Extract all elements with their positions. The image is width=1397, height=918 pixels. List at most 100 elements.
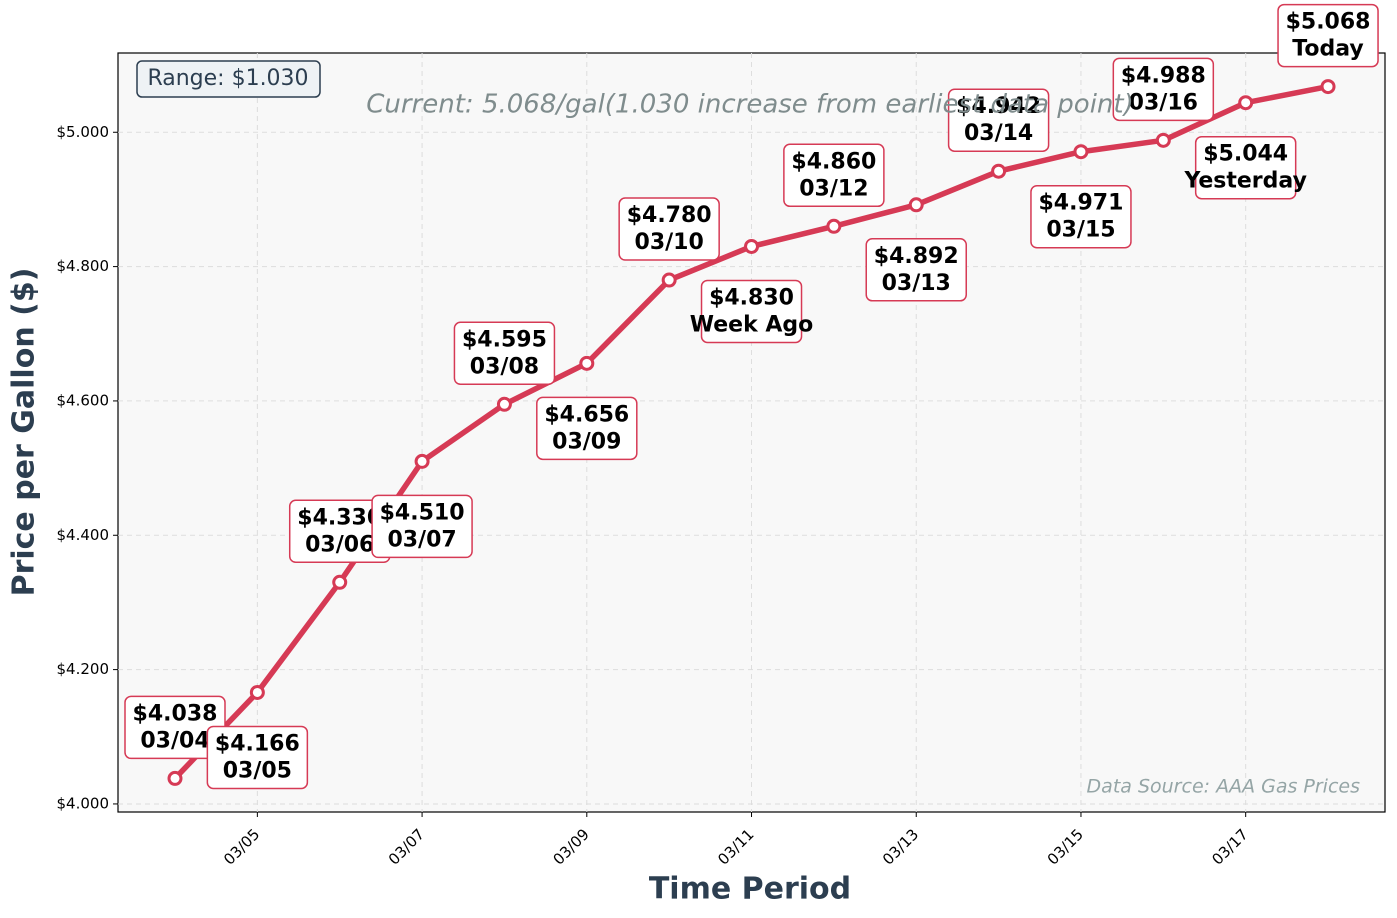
label-text: $4.942 03/14 bbox=[956, 94, 1041, 146]
label-text: $4.595 03/08 bbox=[462, 327, 547, 379]
data-label: $4.330 03/06 bbox=[288, 499, 391, 564]
label-box bbox=[206, 725, 309, 790]
data-label: $4.971 03/15 bbox=[1030, 184, 1132, 249]
value-label: $4.656 bbox=[544, 402, 629, 427]
point-label: 03/16 bbox=[1129, 90, 1198, 115]
label-text: $4.892 03/13 bbox=[874, 244, 959, 296]
data-label: $4.780 03/10 bbox=[618, 197, 720, 261]
y-tick-label: $4.200 bbox=[57, 660, 110, 678]
point-marker bbox=[661, 272, 677, 288]
value-label: $4.510 bbox=[380, 500, 465, 525]
point-label: Yesterday bbox=[1183, 169, 1306, 194]
label-text: $4.971 03/15 bbox=[1039, 191, 1124, 243]
point-marker bbox=[1073, 144, 1089, 160]
label-box bbox=[536, 396, 638, 461]
value-label: $4.942 bbox=[956, 94, 1041, 119]
point-marker bbox=[826, 218, 842, 234]
data-label: $4.830 Week Ago bbox=[690, 279, 814, 344]
value-label: $5.068 bbox=[1286, 10, 1371, 35]
value-label: $4.860 bbox=[791, 149, 876, 174]
value-label: $4.780 bbox=[627, 203, 712, 228]
point-label: 03/10 bbox=[635, 230, 704, 255]
data-label: $5.044 Yesterday bbox=[1183, 135, 1307, 200]
value-label: $4.038 bbox=[133, 701, 218, 726]
label-box bbox=[453, 321, 556, 386]
label-text: $4.988 03/16 bbox=[1121, 63, 1206, 115]
point-label: 03/07 bbox=[387, 527, 456, 552]
label-text: $4.830 Week Ago bbox=[690, 285, 814, 337]
label-box bbox=[1112, 57, 1215, 122]
label-box bbox=[783, 143, 885, 208]
label-box bbox=[947, 88, 1050, 152]
value-label: $5.044 bbox=[1203, 142, 1288, 167]
label-text: $4.656 03/09 bbox=[544, 402, 629, 454]
point-marker bbox=[332, 574, 348, 590]
label-text: $5.068 Today bbox=[1286, 10, 1371, 62]
value-label: $4.330 bbox=[297, 505, 382, 530]
label-box bbox=[700, 279, 803, 344]
y-axis-title: Price per Gallon ($) bbox=[7, 268, 42, 597]
label-text: $4.166 03/05 bbox=[215, 731, 300, 783]
label-box bbox=[371, 494, 473, 559]
point-label: 03/08 bbox=[470, 354, 539, 379]
value-label: $4.892 bbox=[874, 244, 959, 269]
y-tick-label: $4.800 bbox=[57, 257, 110, 275]
x-tick-label: 03/07 bbox=[385, 825, 428, 868]
x-tick-label: 03/11 bbox=[714, 825, 757, 868]
x-tick-label: 03/05 bbox=[220, 825, 263, 868]
y-tick-label: $4.400 bbox=[57, 526, 110, 544]
x-tick-label: 03/13 bbox=[879, 825, 922, 868]
label-box bbox=[618, 197, 720, 261]
annotation: Current: 5.068/gal(1.030 increase from e… bbox=[366, 90, 1134, 120]
range-label: Range: $1.030 bbox=[147, 66, 308, 91]
point-label: 03/09 bbox=[552, 429, 621, 454]
data-label: $4.656 03/09 bbox=[536, 396, 638, 461]
point-label: 03/13 bbox=[882, 271, 951, 296]
value-label: $4.166 bbox=[215, 731, 300, 756]
data-label: $4.510 03/07 bbox=[371, 494, 473, 559]
y-tick-label: $4.000 bbox=[57, 794, 110, 812]
point-label: Week Ago bbox=[690, 312, 814, 337]
label-text: $4.780 03/10 bbox=[627, 203, 712, 255]
y-tick-label: $4.600 bbox=[57, 391, 110, 409]
point-marker bbox=[1320, 79, 1336, 95]
data-label: $4.942 03/14 bbox=[947, 88, 1050, 152]
point-label: 03/05 bbox=[223, 758, 292, 783]
data-label: $4.860 03/12 bbox=[783, 143, 885, 208]
point-marker bbox=[744, 238, 760, 254]
range-box bbox=[136, 60, 321, 98]
label-text: $5.044 Yesterday bbox=[1183, 142, 1306, 194]
label-text: $4.330 03/06 bbox=[297, 505, 382, 557]
point-label: 03/06 bbox=[305, 532, 374, 557]
data-label: $4.038 03/04 bbox=[124, 695, 226, 760]
value-label: $4.830 bbox=[709, 285, 794, 310]
x-tick-label: 03/15 bbox=[1044, 825, 1087, 868]
point-marker bbox=[249, 684, 265, 700]
point-marker bbox=[908, 197, 924, 213]
point-label: 03/15 bbox=[1046, 218, 1115, 243]
point-marker bbox=[414, 453, 430, 469]
x-axis-title: Time Period bbox=[649, 872, 851, 907]
label-box bbox=[865, 238, 967, 302]
point-marker bbox=[496, 396, 512, 412]
point-label: 03/14 bbox=[964, 121, 1033, 146]
data-label: $5.068 Today bbox=[1277, 3, 1379, 68]
value-label: $4.595 bbox=[462, 327, 547, 352]
label-box bbox=[1277, 3, 1379, 68]
point-marker bbox=[1155, 132, 1171, 148]
data-label: $4.988 03/16 bbox=[1112, 57, 1215, 122]
x-tick-label: 03/17 bbox=[1208, 825, 1251, 868]
label-text: $4.038 03/04 bbox=[133, 701, 218, 753]
point-marker bbox=[1238, 95, 1254, 111]
source: Data Source: AAA Gas Prices bbox=[1087, 776, 1361, 798]
data-label: $4.595 03/08 bbox=[453, 321, 556, 386]
label-text: $4.860 03/12 bbox=[791, 149, 876, 201]
data-label: $4.892 03/13 bbox=[865, 238, 967, 302]
data-label: $4.166 03/05 bbox=[206, 725, 309, 790]
value-label: $4.988 bbox=[1121, 63, 1206, 88]
label-text: $4.510 03/07 bbox=[380, 500, 465, 552]
x-tick-label: 03/09 bbox=[550, 825, 593, 868]
point-marker bbox=[167, 770, 183, 786]
label-box bbox=[1030, 184, 1132, 249]
